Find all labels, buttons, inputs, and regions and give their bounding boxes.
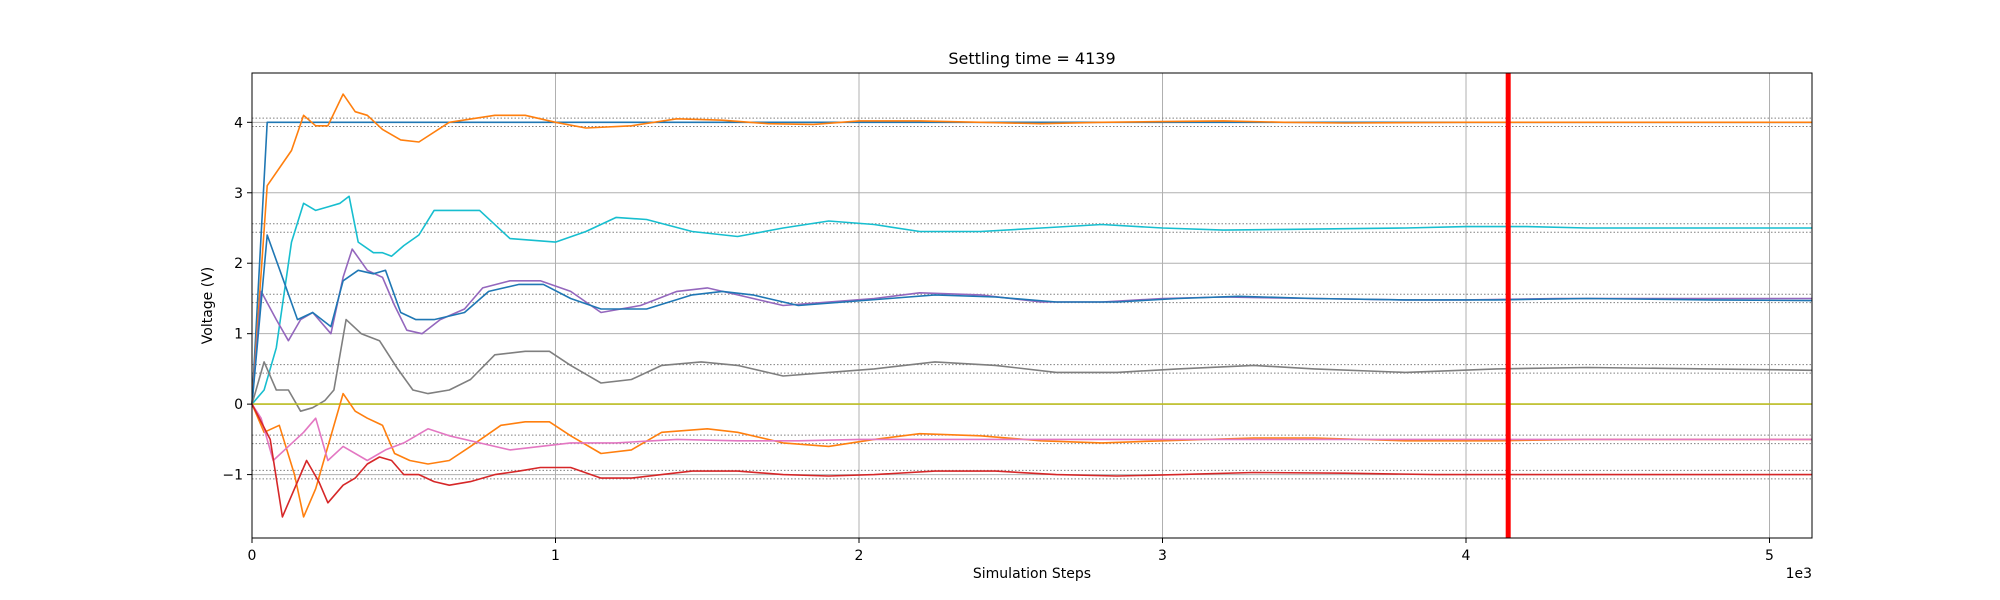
y-tick-label: 2 <box>234 256 243 272</box>
series-line-2 <box>251 93 1812 405</box>
x-tick-label: 4 <box>1462 548 1471 564</box>
y-tick-label: 0 <box>234 397 243 413</box>
x-tick-label: 3 <box>1158 548 1167 564</box>
series-line-10 <box>251 403 1812 518</box>
series-lines <box>251 93 1813 518</box>
axes-frame <box>251 72 1813 539</box>
y-tick-label: −1 <box>222 468 243 484</box>
x-tick-label: 0 <box>248 548 257 564</box>
tolerance-bands <box>252 117 1812 480</box>
x-axis-offset-text: 1e3 <box>1786 566 1812 582</box>
y-tick-label: 3 <box>234 186 243 202</box>
x-tick-label: 2 <box>855 548 864 564</box>
series-line-3 <box>251 195 1812 405</box>
ticks: 0 1 2 3 4 5 −1 0 1 2 3 4 <box>222 115 1774 564</box>
chart-title: Settling time = 4139 <box>948 49 1115 68</box>
series-line-5 <box>251 234 1813 405</box>
series-line-9 <box>251 403 1812 462</box>
y-tick-label: 1 <box>234 327 243 343</box>
x-axis-label: Simulation Steps <box>973 566 1091 582</box>
y-tick-label: 4 <box>234 115 243 131</box>
x-tick-label: 5 <box>1765 548 1774 564</box>
x-tick-label: 1 <box>551 548 560 564</box>
y-axis-label: Voltage (V) <box>200 267 216 344</box>
series-line-6 <box>251 318 1813 413</box>
